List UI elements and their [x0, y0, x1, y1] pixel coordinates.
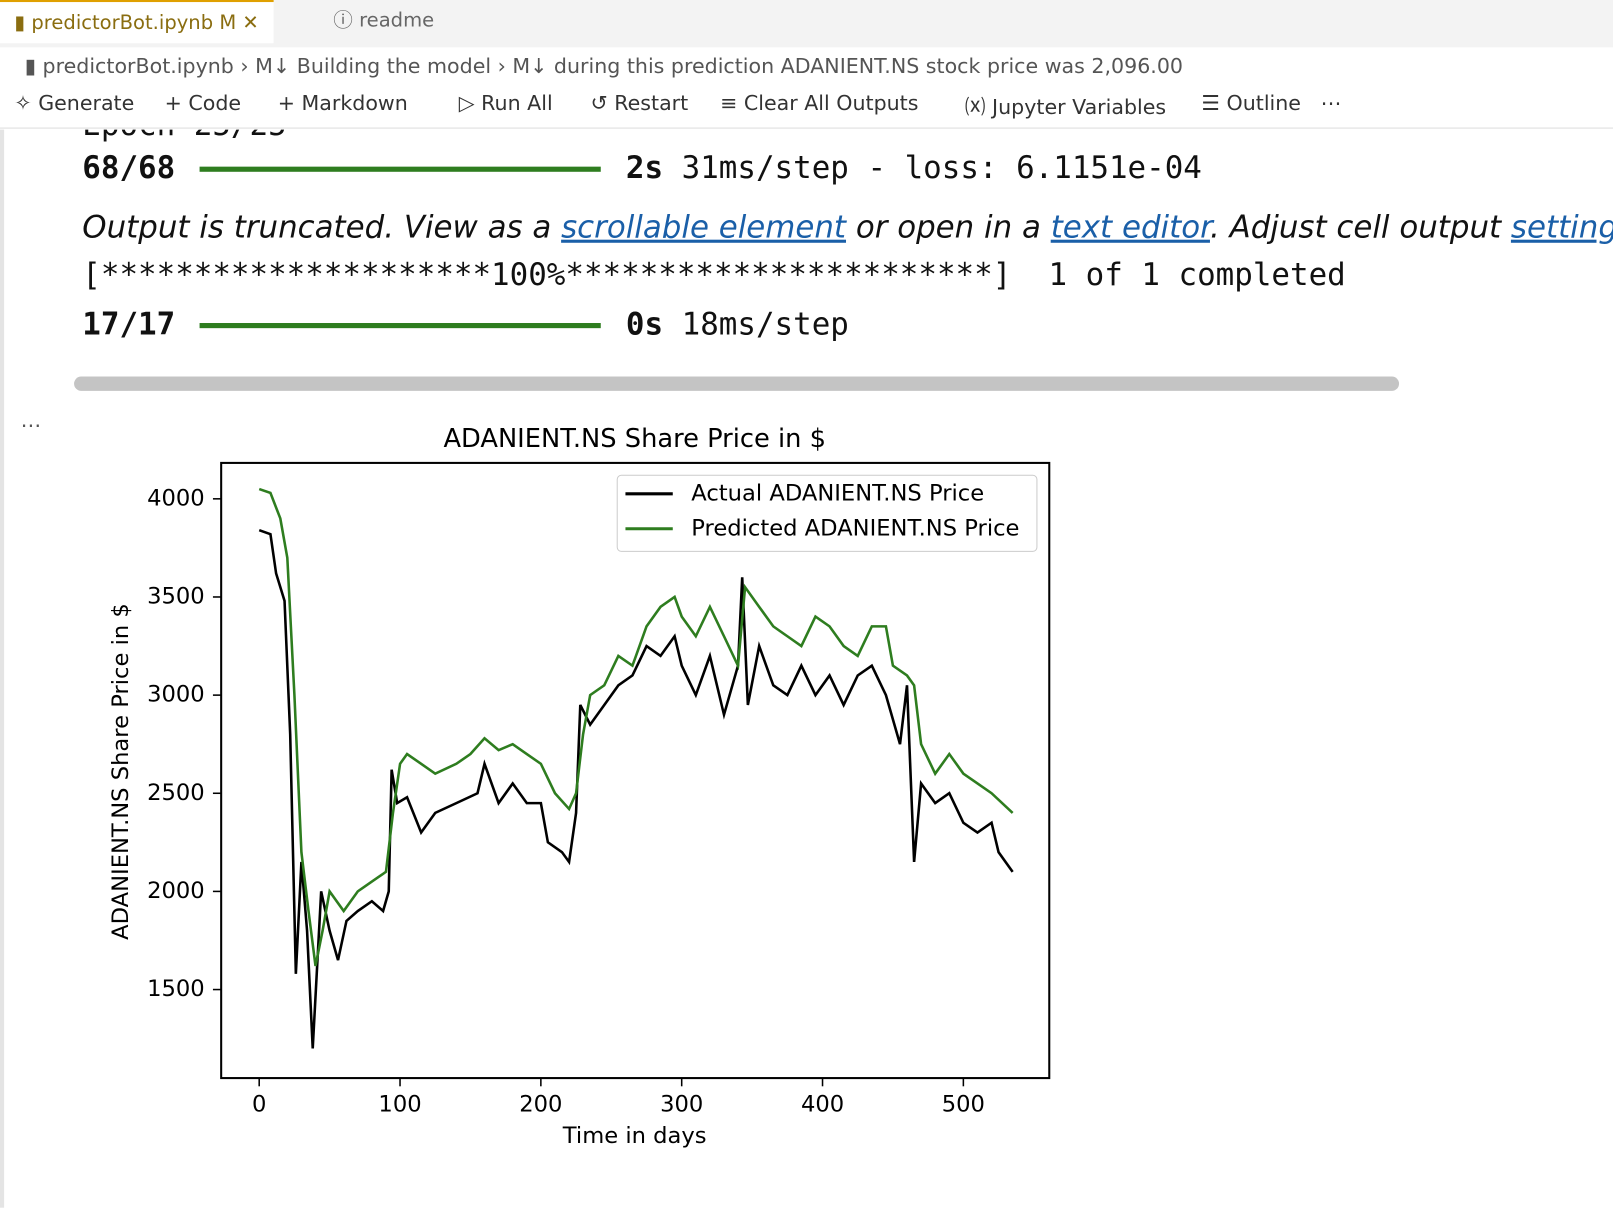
steps: 17/17 — [82, 306, 176, 343]
rest: 18ms/step — [681, 306, 849, 343]
y-tick-label: 1500 — [147, 976, 205, 1002]
more-button[interactable]: … — [20, 407, 42, 433]
output-line: 17/17 0s 18ms/step — [82, 307, 849, 343]
output-line: 68/68 2s 31ms/step - loss: 6.1151e-04 — [82, 150, 1202, 186]
x-tick-label: 300 — [660, 1091, 703, 1117]
label: Jupyter Variables — [992, 94, 1167, 120]
y-tick-label: 2500 — [147, 780, 205, 806]
y-tick-label: 3500 — [147, 583, 205, 609]
line-series — [258, 528, 1014, 1049]
rest: 31ms/step - loss: 6.1151e-04 — [681, 150, 1202, 187]
x-tick-label: 200 — [519, 1091, 562, 1117]
tab-badge: M — [219, 11, 237, 34]
crumb[interactable]: Building the model — [296, 53, 492, 79]
scrollbar[interactable] — [74, 376, 1400, 391]
toolbar-button[interactable]: ↺ Restart — [590, 90, 689, 116]
toolbar-button[interactable]: ▷ Run All — [458, 90, 553, 116]
cell-output: Epoch 25/25 68/68 2s 31ms/step - loss: 6… — [0, 130, 1613, 1208]
legend-label: Predicted ADANIENT.NS Price — [691, 515, 1019, 541]
steps: 68/68 — [82, 150, 176, 187]
text: or open in a — [846, 209, 1051, 246]
tab-label: readme — [359, 9, 435, 32]
divider — [0, 127, 1613, 129]
label: Code — [188, 90, 242, 116]
toolbar-button[interactable]: ✧ Generate — [14, 90, 135, 116]
label: Restart — [614, 90, 689, 116]
y-axis-label: ADANIENT.NS Share Price in $ — [108, 603, 134, 940]
tab-label: predictorBot.ipynb — [31, 11, 214, 34]
time: 2s — [625, 150, 664, 187]
tab[interactable]: ▮ predictorBot.ipynb M ✕ — [0, 0, 274, 44]
toolbar-button[interactable]: ⒳ Jupyter Variables — [964, 94, 1167, 120]
toolbar-button[interactable]: ☰ Outline ⋯ — [1201, 90, 1342, 116]
legend-label: Actual ADANIENT.NS Price — [691, 480, 984, 506]
cell-border — [0, 129, 5, 1208]
x-tick-label: 500 — [942, 1091, 985, 1117]
text: . Adjust cell output — [1209, 209, 1511, 246]
tab[interactable]: ⓘ readme — [333, 9, 435, 32]
output-line: Epoch 25/25 — [82, 130, 286, 143]
plot-area — [220, 461, 1051, 1080]
toolbar-button[interactable]: ≡ Clear All Outputs — [720, 90, 919, 116]
time: 0s — [625, 306, 664, 343]
toolbar-button[interactable]: + Markdown — [277, 90, 408, 116]
text: Output is truncated. View as a — [82, 209, 562, 246]
breadcrumb: ▮ predictorBot.ipynb › M↓ Building the m… — [24, 53, 1184, 79]
y-tick-label: 4000 — [147, 485, 205, 511]
label: Clear All Outputs — [743, 90, 919, 116]
label: Generate — [38, 90, 135, 116]
link[interactable]: scrollable element — [561, 209, 847, 246]
label: Markdown — [301, 90, 408, 116]
toolbar-button[interactable]: + Code — [164, 90, 242, 116]
y-tick-label: 3000 — [147, 682, 205, 708]
crumb[interactable]: during this prediction ADANIENT.NS stock… — [553, 53, 1184, 79]
output-line: [*********************100%**************… — [82, 257, 1346, 294]
link[interactable]: settings — [1510, 209, 1613, 246]
crumb[interactable]: predictorBot.ipynb — [42, 53, 234, 79]
link[interactable]: text editor — [1050, 209, 1210, 246]
line-series — [258, 487, 1014, 967]
x-tick-label: 100 — [378, 1091, 421, 1117]
truncated-note: Output is truncated. View as a scrollabl… — [82, 210, 1613, 246]
chart-title: ADANIENT.NS Share Price in $ — [443, 424, 825, 454]
x-axis-label: Time in days — [562, 1123, 707, 1149]
legend-box — [616, 474, 1038, 552]
x-tick-label: 400 — [801, 1091, 844, 1117]
x-tick-label: 0 — [252, 1091, 266, 1117]
label: Outline — [1226, 90, 1301, 116]
y-tick-label: 2000 — [147, 878, 205, 904]
label: Run All — [481, 90, 553, 116]
